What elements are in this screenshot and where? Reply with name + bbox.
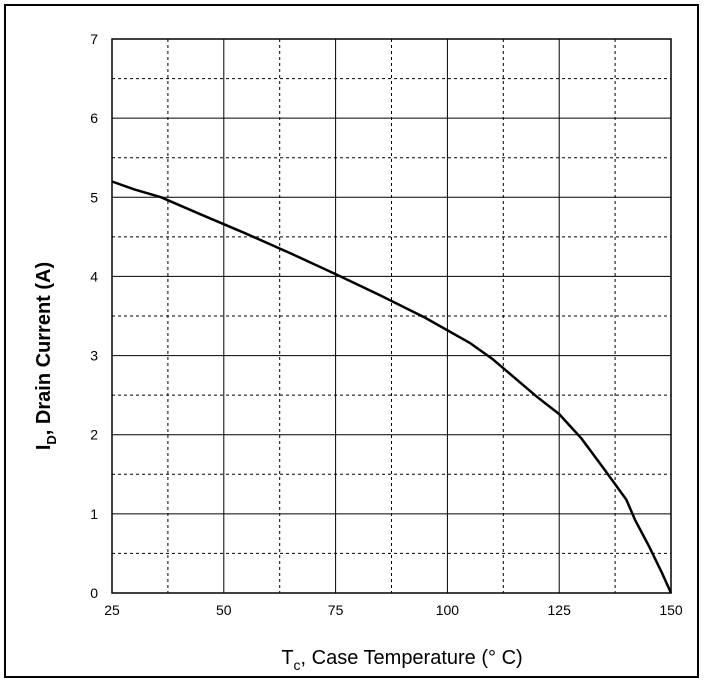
series-line bbox=[111, 180, 673, 594]
x-tick-label: 25 bbox=[104, 602, 120, 618]
y-tick-labels: 0 1 2 3 4 5 6 7 bbox=[90, 31, 98, 601]
x-tick-labels: 25 50 75 100 125 150 bbox=[104, 602, 683, 618]
y-tick-label: 5 bbox=[90, 189, 98, 205]
x-axis-title-main: T bbox=[281, 647, 293, 669]
y-axis-title: ID, Drain Current (A) bbox=[33, 262, 59, 450]
y-tick-label: 1 bbox=[90, 506, 98, 522]
minor-gridlines bbox=[112, 39, 671, 593]
x-axis-title-subscript: c bbox=[294, 657, 301, 673]
x-tick-label: 150 bbox=[659, 602, 683, 618]
x-tick-label: 50 bbox=[216, 602, 232, 618]
x-axis-title-rest: , Case Temperature (° C) bbox=[301, 647, 523, 669]
y-axis-title-subscript: D bbox=[44, 435, 59, 444]
y-tick-label: 4 bbox=[90, 268, 98, 284]
x-tick-label: 125 bbox=[548, 602, 572, 618]
x-tick-label: 75 bbox=[328, 602, 344, 618]
x-axis-title: Tc, Case Temperature (° C) bbox=[281, 647, 522, 673]
chart-frame bbox=[4, 4, 699, 678]
x-tick-label: 100 bbox=[436, 602, 460, 618]
y-tick-label: 2 bbox=[90, 427, 98, 443]
plot-area bbox=[111, 38, 672, 594]
y-axis-title-rest: , Drain Current (A) bbox=[33, 262, 55, 435]
y-axis-title-main: I bbox=[33, 445, 55, 451]
y-tick-label: 0 bbox=[90, 585, 98, 601]
y-tick-label: 3 bbox=[90, 348, 98, 364]
y-tick-label: 6 bbox=[90, 110, 98, 126]
y-tick-label: 7 bbox=[90, 31, 98, 47]
